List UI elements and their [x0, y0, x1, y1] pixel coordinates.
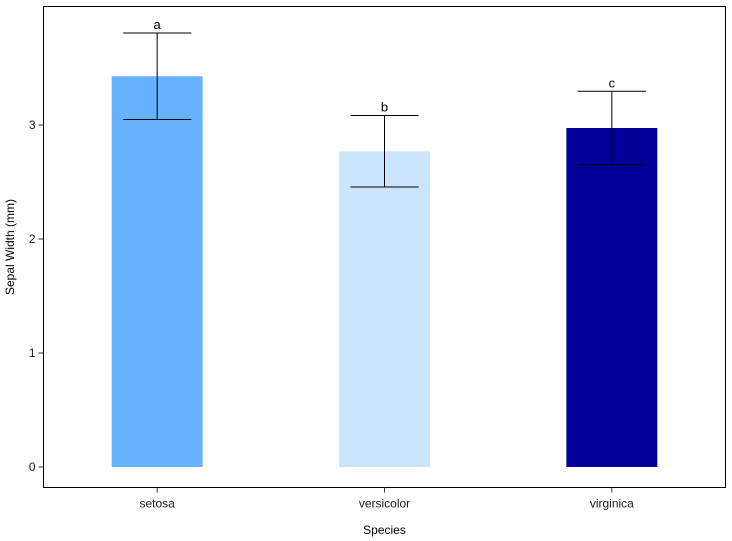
x-tick-label: setosa	[139, 497, 175, 511]
y-tick-label: 1	[29, 346, 36, 360]
x-tick-label: virginica	[590, 497, 634, 511]
x-tick-label: versicolor	[359, 497, 410, 511]
bar-setosa	[111, 76, 203, 467]
bar-versicolor	[339, 151, 430, 467]
significance-label: a	[154, 17, 162, 32]
error-bars	[123, 32, 646, 188]
y-tick-label: 3	[29, 118, 36, 132]
significance-label: c	[609, 75, 616, 90]
y-axis-title: Sepal Width (mm)	[3, 199, 17, 295]
bars	[111, 76, 658, 467]
x-axis: setosa versicolor virginica	[139, 487, 634, 511]
y-axis: 0 1 2 3	[29, 118, 44, 474]
significance-label: b	[381, 99, 388, 114]
y-tick-label: 2	[29, 232, 36, 246]
y-tick-label: 0	[29, 460, 36, 474]
x-axis-title: Species	[363, 523, 406, 537]
bar-virginica	[566, 128, 658, 467]
significance-labels: a b c	[154, 17, 616, 114]
